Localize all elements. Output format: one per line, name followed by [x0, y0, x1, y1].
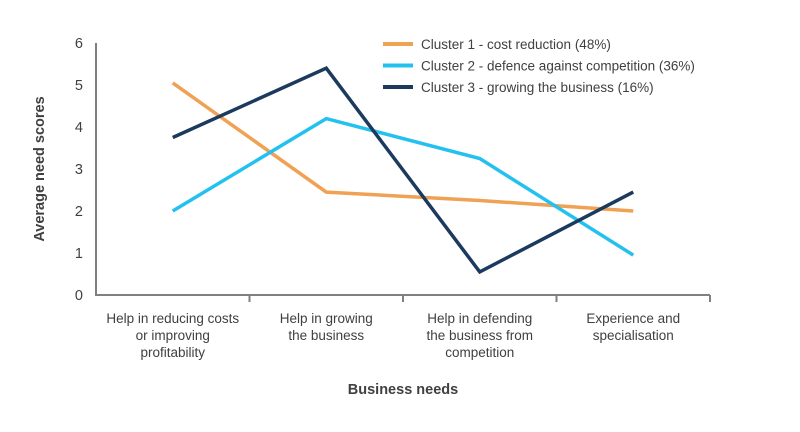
- y-tick-label: 1: [75, 246, 83, 262]
- x-category-label-line: Help in growing: [280, 311, 373, 326]
- x-category-label-line: competition: [445, 345, 514, 360]
- x-category-labels: Help in reducing costs or improving profit…: [106, 311, 680, 360]
- y-axis-title: Average need scores: [32, 96, 48, 241]
- x-category-label-line: specialisation: [593, 328, 674, 343]
- series-line-cluster-3: [172, 66, 635, 275]
- y-tick-labels: 0 1 2 3 4 5 6: [75, 36, 83, 304]
- series-line-cluster-2: [171, 116, 635, 257]
- x-category-label-line: Help in defending: [427, 311, 532, 326]
- x-category-label: Experience and specialisation: [586, 311, 680, 343]
- series-line-cluster-1: [171, 81, 634, 213]
- y-tick-label: 2: [75, 204, 83, 220]
- x-category-label-line: the business: [288, 328, 364, 343]
- x-category-label-line: Help in reducing costs: [106, 311, 239, 326]
- x-category-label: Help in reducing costs or improving profit…: [106, 311, 239, 360]
- y-tick-label: 5: [75, 78, 83, 94]
- x-category-label-line: Experience and: [586, 311, 680, 326]
- x-category-label-line: or improving: [136, 328, 210, 343]
- legend-label-cluster-1: Cluster 1 - cost reduction (48%): [421, 37, 611, 52]
- legend: Cluster 1 - cost reduction (48%) Cluster …: [383, 37, 695, 95]
- y-tick-label: 4: [75, 120, 83, 136]
- axes: [95, 43, 711, 302]
- x-axis-title: Business needs: [348, 382, 458, 398]
- x-category-label: Help in defending the business from compet…: [426, 311, 533, 360]
- y-tick-label: 3: [75, 162, 83, 178]
- y-tick-label: 6: [75, 36, 83, 52]
- y-tick-label: 0: [75, 288, 83, 304]
- x-category-label: Help in growing the business: [280, 311, 373, 343]
- series-lines: [171, 66, 635, 275]
- legend-label-cluster-3: Cluster 3 - growing the business (16%): [421, 80, 654, 95]
- x-category-label-line: profitability: [140, 345, 205, 360]
- x-category-label-line: the business from: [426, 328, 533, 343]
- legend-label-cluster-2: Cluster 2 - defence against competition …: [421, 59, 695, 74]
